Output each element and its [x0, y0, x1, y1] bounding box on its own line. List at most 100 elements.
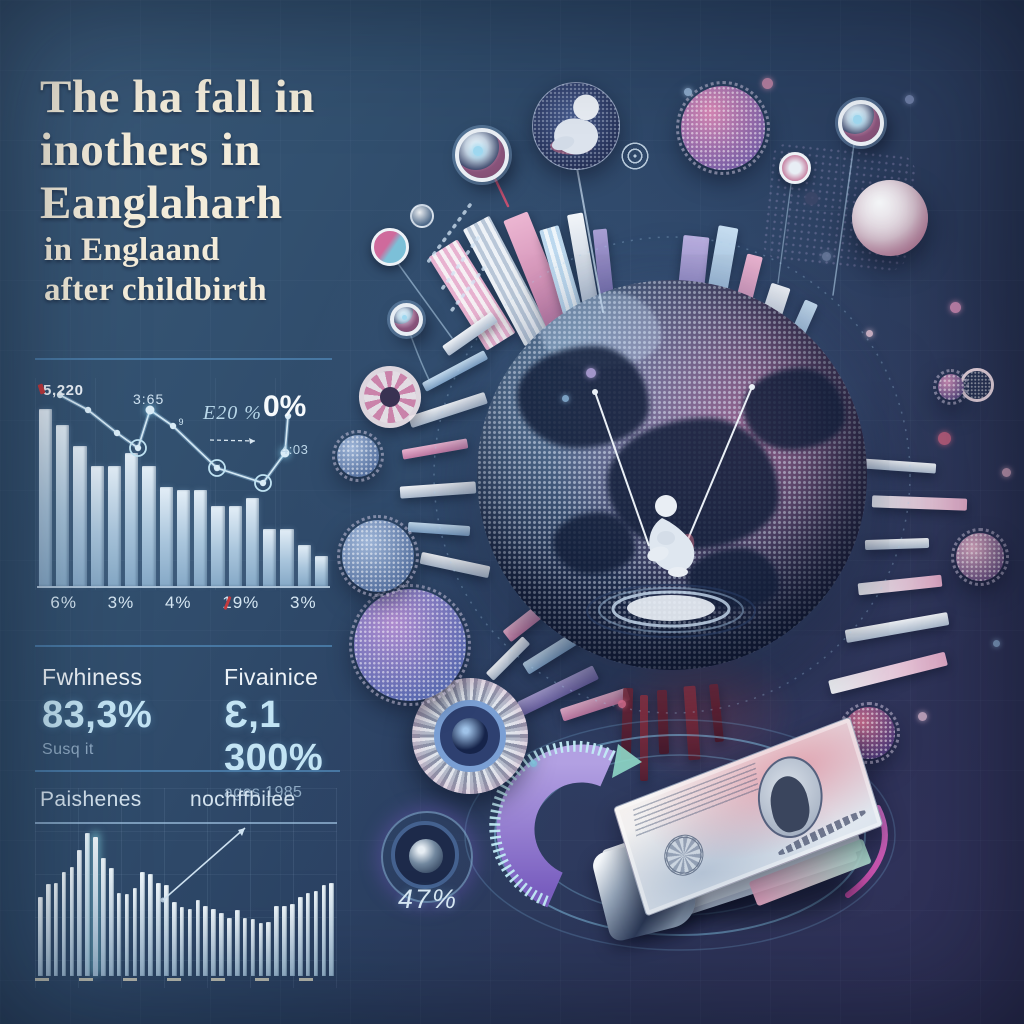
dot [586, 368, 596, 378]
line-marker [284, 412, 292, 420]
bar [116, 892, 122, 976]
banknote-print-lines [632, 762, 760, 839]
dot [530, 760, 537, 767]
ring-marker [208, 459, 226, 477]
donut-value-label: 47% [398, 884, 459, 914]
bar [297, 897, 303, 976]
bar [53, 882, 59, 976]
line-marker [169, 422, 177, 430]
line-marker [145, 405, 155, 415]
line-marker [134, 444, 142, 452]
building-bar [844, 612, 950, 643]
bar [211, 506, 225, 586]
bar [77, 850, 83, 976]
title-line-4: in Englaand [44, 232, 220, 268]
bar [211, 908, 216, 976]
histogram-arrow [160, 827, 246, 903]
lens-glass [409, 839, 443, 873]
bar [101, 857, 106, 976]
bar [227, 917, 232, 976]
divider-middle [35, 645, 332, 647]
virus-sphere-icon [933, 369, 969, 405]
banknote-portrait [755, 753, 825, 843]
bar [228, 506, 242, 586]
virus-sphere-icon [951, 528, 1009, 586]
bar [61, 872, 67, 976]
bar [242, 917, 248, 976]
bar [274, 905, 279, 976]
title-line-1: The ha fall in [40, 71, 315, 123]
building-bar [857, 574, 943, 596]
x-axis-label: 3% [107, 593, 135, 612]
bar [313, 891, 319, 976]
line-marker [213, 464, 221, 472]
bar [290, 904, 295, 976]
trend-line-overlay: 9U [56, 391, 292, 492]
x-axis-label: 3% [290, 593, 317, 612]
bar [179, 907, 185, 976]
camera-lens-icon [390, 303, 423, 336]
marker-glyph: U [214, 463, 221, 473]
building-bar [828, 651, 948, 695]
bar [148, 873, 153, 976]
stat-left-value: 83,3% [42, 694, 153, 736]
bar [90, 465, 104, 586]
banknote-rosette [659, 829, 709, 882]
dot [905, 95, 914, 104]
bar [164, 885, 169, 976]
continent-blob [687, 548, 779, 610]
title-line-2: inothers in [40, 124, 261, 176]
bar [45, 884, 51, 976]
bar [69, 866, 75, 976]
dot [950, 302, 961, 313]
building-bar [864, 537, 930, 551]
building-bar [419, 551, 491, 579]
histogram-label-left: Paishenes [40, 788, 142, 811]
dot [993, 640, 1000, 647]
building-bar [871, 495, 968, 511]
bar [39, 409, 53, 586]
bar [56, 424, 70, 586]
dot [762, 78, 773, 89]
building-bar [485, 636, 531, 681]
bar [305, 892, 311, 976]
dot [618, 700, 626, 708]
dot [918, 712, 927, 721]
chart-annotation: 3:65 [133, 391, 165, 407]
decline-chart-bars [37, 388, 330, 588]
continent-blob [553, 512, 635, 574]
divider-bottom [35, 770, 340, 772]
virus-sphere-icon [337, 515, 419, 597]
line-marker [113, 429, 121, 437]
histogram-chart: Paishenes nochffbilee [35, 788, 337, 988]
continent-blob [743, 368, 845, 450]
bar [321, 885, 327, 976]
building-bar [401, 438, 469, 460]
histogram-rule [35, 822, 337, 824]
bar [125, 453, 139, 586]
bar [73, 446, 87, 586]
bar [314, 555, 328, 586]
bar [140, 872, 146, 976]
trend-line [59, 394, 289, 484]
snowflake-badge-icon [779, 152, 811, 184]
stat-right-label: Fivainice [224, 664, 319, 690]
histogram-label-right: nochffbilee [190, 788, 296, 811]
stat-right: Fivainice Ɛ,1 300% ages 1985 [224, 664, 360, 802]
camera-lens-icon [838, 100, 884, 146]
concentric-rings-icon [620, 141, 650, 171]
page-title: The ha fall in inothers in Eanglaharh in… [40, 74, 315, 307]
line-marker [84, 406, 92, 414]
bar [93, 837, 98, 976]
stat-right-value: Ɛ,1 300% [224, 694, 324, 779]
virus-sphere-icon [332, 430, 384, 482]
bar [171, 901, 177, 976]
bar [297, 545, 311, 586]
stat-right-sub: ages 1985 [224, 784, 360, 802]
stats-row: Fwhiness 83,3% Susq it Fivainice Ɛ,1 300… [42, 664, 360, 802]
bar [38, 897, 43, 976]
line-marker [259, 479, 267, 487]
bar [203, 905, 209, 976]
histogram-bars [38, 828, 335, 976]
bar [176, 490, 191, 586]
